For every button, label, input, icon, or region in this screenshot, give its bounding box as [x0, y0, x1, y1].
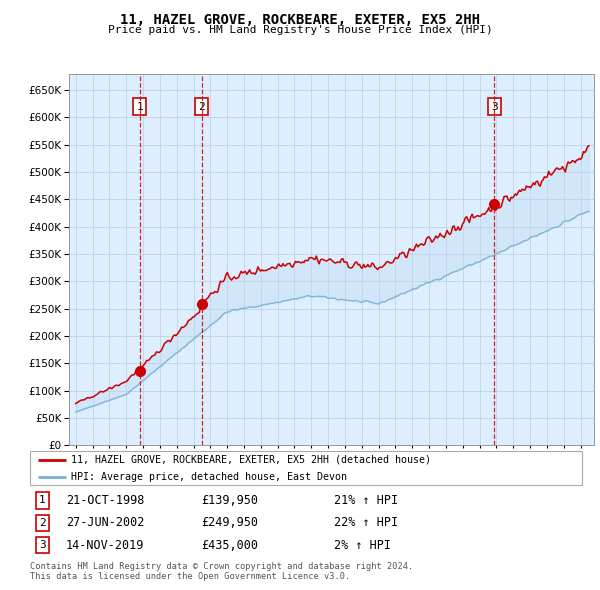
Text: 2: 2 — [39, 518, 46, 527]
Text: £249,950: £249,950 — [201, 516, 258, 529]
FancyBboxPatch shape — [30, 451, 582, 485]
Text: 1: 1 — [39, 496, 46, 506]
Text: 22% ↑ HPI: 22% ↑ HPI — [334, 516, 398, 529]
Text: 14-NOV-2019: 14-NOV-2019 — [66, 539, 144, 552]
Text: 11, HAZEL GROVE, ROCKBEARE, EXETER, EX5 2HH (detached house): 11, HAZEL GROVE, ROCKBEARE, EXETER, EX5 … — [71, 455, 431, 465]
Text: 27-JUN-2002: 27-JUN-2002 — [66, 516, 144, 529]
Text: 3: 3 — [491, 101, 497, 112]
Text: Price paid vs. HM Land Registry's House Price Index (HPI): Price paid vs. HM Land Registry's House … — [107, 25, 493, 35]
Text: 3: 3 — [39, 540, 46, 550]
Text: £139,950: £139,950 — [201, 494, 258, 507]
Text: 2: 2 — [199, 101, 205, 112]
Text: 11, HAZEL GROVE, ROCKBEARE, EXETER, EX5 2HH: 11, HAZEL GROVE, ROCKBEARE, EXETER, EX5 … — [120, 13, 480, 27]
Text: HPI: Average price, detached house, East Devon: HPI: Average price, detached house, East… — [71, 473, 347, 483]
Text: 21% ↑ HPI: 21% ↑ HPI — [334, 494, 398, 507]
Text: Contains HM Land Registry data © Crown copyright and database right 2024.: Contains HM Land Registry data © Crown c… — [30, 562, 413, 571]
Text: £435,000: £435,000 — [201, 539, 258, 552]
Text: 2% ↑ HPI: 2% ↑ HPI — [334, 539, 391, 552]
Text: 21-OCT-1998: 21-OCT-1998 — [66, 494, 144, 507]
Text: This data is licensed under the Open Government Licence v3.0.: This data is licensed under the Open Gov… — [30, 572, 350, 581]
Text: 1: 1 — [136, 101, 143, 112]
